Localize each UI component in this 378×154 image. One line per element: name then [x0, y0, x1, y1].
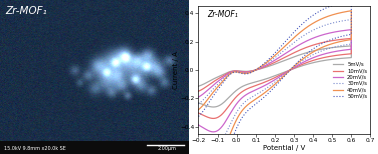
- 5mV/s: [196, 102, 201, 104]
- 10mV/s: [349, 38, 353, 39]
- 10mV/s: [335, 54, 339, 56]
- Line: 40mV/s: 40mV/s: [198, 11, 351, 154]
- 50mV/s: [196, 116, 201, 117]
- 20mV/s: [211, 131, 215, 133]
- 20mV/s: [349, 29, 353, 30]
- 30mV/s: [341, 44, 346, 46]
- Line: 5mV/s: 5mV/s: [198, 46, 351, 107]
- 5mV/s: [211, 106, 215, 108]
- 50mV/s: [349, 0, 353, 2]
- 30mV/s: [335, 46, 339, 47]
- 20mV/s: [237, 71, 241, 73]
- 40mV/s: [329, 14, 333, 16]
- 30mV/s: [237, 71, 241, 73]
- 5mV/s: [335, 58, 339, 60]
- Legend: 5mV/s, 10mV/s, 20mV/s, 30mV/s, 40mV/s, 50mV/s: 5mV/s, 10mV/s, 20mV/s, 30mV/s, 40mV/s, 5…: [333, 61, 368, 99]
- 30mV/s: [248, 71, 252, 73]
- 10mV/s: [248, 71, 252, 72]
- 30mV/s: [211, 146, 215, 148]
- 30mV/s: [329, 22, 333, 24]
- 5mV/s: [299, 53, 304, 55]
- 10mV/s: [341, 54, 346, 55]
- Text: Zr-MOF₁: Zr-MOF₁: [207, 10, 238, 19]
- 30mV/s: [196, 138, 201, 140]
- 40mV/s: [196, 109, 201, 111]
- 20mV/s: [196, 124, 201, 126]
- 40mV/s: [299, 30, 304, 32]
- 5mV/s: [349, 45, 353, 47]
- 10mV/s: [299, 48, 304, 50]
- 20mV/s: [196, 96, 201, 98]
- 10mV/s: [196, 112, 201, 114]
- Line: 50mV/s: 50mV/s: [198, 1, 351, 154]
- 20mV/s: [329, 32, 333, 34]
- X-axis label: Potential / V: Potential / V: [263, 145, 305, 151]
- 5mV/s: [248, 70, 252, 72]
- 5mV/s: [237, 70, 241, 72]
- 10mV/s: [196, 90, 201, 92]
- 40mV/s: [237, 71, 241, 73]
- 20mV/s: [341, 49, 346, 51]
- Y-axis label: Current / A: Current / A: [173, 51, 179, 89]
- 40mV/s: [341, 40, 346, 42]
- Text: 15.0kV 9.8mm x20.0k SE: 15.0kV 9.8mm x20.0k SE: [4, 146, 66, 151]
- 30mV/s: [299, 36, 304, 38]
- 10mV/s: [211, 118, 215, 119]
- Text: Zr-MOF₁: Zr-MOF₁: [5, 6, 47, 16]
- 40mV/s: [335, 41, 339, 43]
- Line: 30mV/s: 30mV/s: [198, 20, 351, 147]
- 20mV/s: [248, 71, 252, 73]
- 30mV/s: [349, 19, 353, 20]
- 50mV/s: [335, 37, 339, 38]
- 50mV/s: [299, 24, 304, 26]
- 30mV/s: [196, 103, 201, 105]
- 10mV/s: [237, 70, 241, 72]
- 5mV/s: [196, 85, 201, 87]
- 40mV/s: [349, 10, 353, 12]
- 20mV/s: [335, 50, 339, 52]
- Text: 2.00μm: 2.00μm: [157, 146, 176, 151]
- 50mV/s: [341, 35, 346, 37]
- 40mV/s: [196, 150, 201, 152]
- 20mV/s: [299, 43, 304, 45]
- 10mV/s: [329, 40, 333, 42]
- 40mV/s: [248, 72, 252, 73]
- 5mV/s: [341, 57, 346, 59]
- 50mV/s: [237, 72, 241, 74]
- Line: 10mV/s: 10mV/s: [198, 38, 351, 118]
- Line: 20mV/s: 20mV/s: [198, 30, 351, 132]
- 50mV/s: [248, 72, 252, 74]
- 5mV/s: [329, 47, 333, 49]
- 50mV/s: [329, 5, 333, 7]
